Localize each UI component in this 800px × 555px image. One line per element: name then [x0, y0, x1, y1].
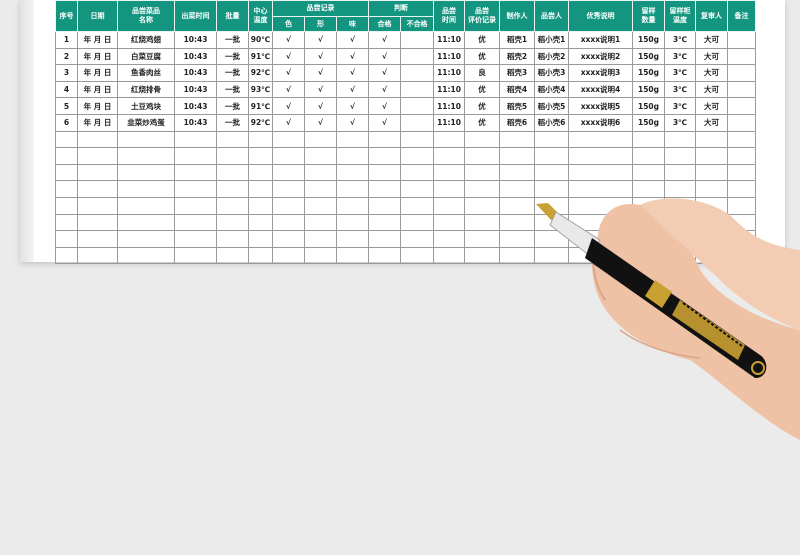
header-reviewer: 复审人 — [695, 0, 728, 32]
fountain-pen-icon — [536, 203, 767, 378]
empty-table-row — [55, 163, 756, 182]
header-excellence: 优秀说明 — [568, 0, 633, 32]
header-dish: 品尝菜品 名称 — [117, 0, 175, 32]
header-date: 日期 — [77, 0, 118, 32]
paper-edge — [20, 0, 34, 262]
empty-table-row — [55, 180, 756, 198]
header-batch: 批量 — [216, 0, 249, 32]
header-taste-time: 品尝 时间 — [433, 0, 465, 32]
header-remark: 备注 — [727, 0, 756, 32]
empty-table-row — [55, 130, 756, 149]
header-fail: 不合格 — [400, 16, 434, 32]
header-shape: 形 — [304, 16, 337, 32]
subheader-row: 色 形 味 合格 不合格 — [56, 16, 756, 32]
header-tasting-record: 品尝记录 — [272, 0, 369, 17]
header-core-temp: 中心 温度 — [248, 0, 273, 32]
empty-table-row — [55, 213, 756, 232]
header-maker: 制作人 — [499, 0, 535, 32]
header-sample-temp: 留样柜 温度 — [664, 0, 696, 32]
header-no: 序号 — [55, 0, 78, 32]
header-taster: 品尝人 — [534, 0, 569, 32]
header-row: 序号 日期 品尝菜品 名称 出菜时间 批量 中心 温度 品尝记录 判断 品尝 时… — [55, 0, 756, 32]
header-sample-qty: 留样 数量 — [632, 0, 665, 32]
header-color: 色 — [272, 16, 305, 32]
header-taste: 味 — [336, 16, 369, 32]
tasting-record-table: 序号 日期 品尝菜品 名称 出菜时间 批量 中心 温度 品尝记录 判断 品尝 时… — [55, 0, 756, 265]
header-pass: 合格 — [368, 16, 401, 32]
